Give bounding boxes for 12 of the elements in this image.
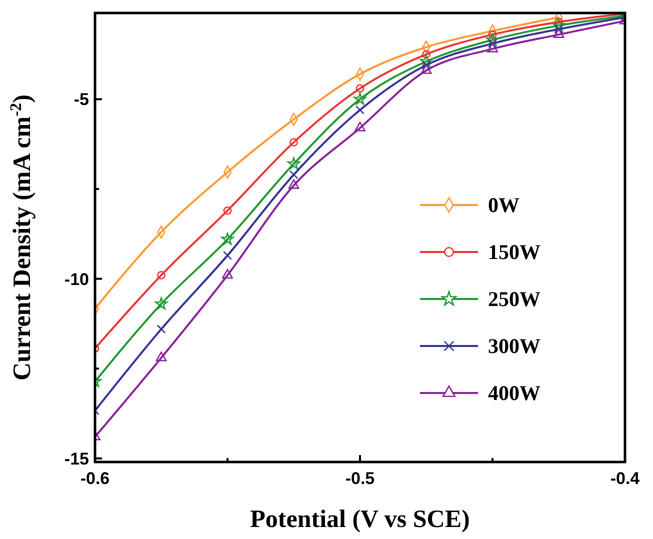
legend-label: 250W (488, 287, 540, 311)
y-tick-label: -5 (74, 90, 89, 110)
x-tick-label: -0.5 (345, 469, 375, 488)
y-tick-label: -15 (64, 449, 89, 468)
legend-label: 150W (488, 240, 540, 264)
x-axis-title: Potential (V vs SCE) (250, 506, 470, 533)
y-tick-label: -10 (64, 270, 89, 289)
x-tick-label: -0.6 (80, 469, 110, 488)
legend-label: 400W (488, 381, 540, 405)
legend-label: 300W (488, 334, 540, 358)
x-tick-label: -0.4 (610, 469, 640, 488)
legend-label: 0W (488, 193, 520, 217)
